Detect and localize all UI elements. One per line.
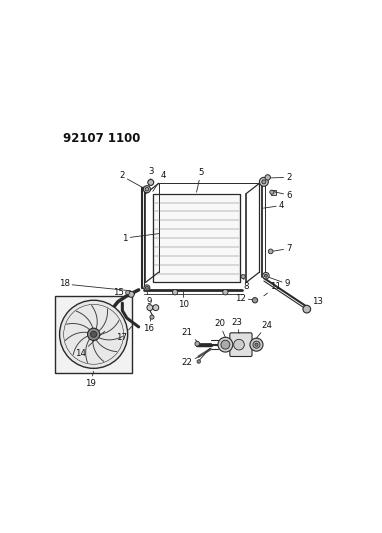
Circle shape: [265, 175, 270, 180]
Text: 20: 20: [214, 319, 225, 337]
Circle shape: [262, 180, 266, 184]
Bar: [153, 193, 240, 282]
Circle shape: [234, 340, 244, 350]
Bar: [271, 190, 276, 195]
Text: 17: 17: [116, 326, 133, 342]
Text: 2: 2: [119, 172, 143, 188]
Text: 15: 15: [113, 288, 131, 297]
Circle shape: [197, 360, 201, 364]
Circle shape: [255, 343, 258, 346]
Circle shape: [150, 315, 154, 319]
Text: 9: 9: [267, 277, 290, 288]
Text: 9: 9: [146, 291, 152, 306]
Text: 22: 22: [181, 357, 199, 367]
Text: 2: 2: [266, 173, 292, 182]
Circle shape: [145, 188, 149, 191]
FancyBboxPatch shape: [230, 333, 252, 357]
Circle shape: [270, 190, 274, 194]
Text: 4: 4: [153, 172, 166, 191]
Bar: [55, 296, 132, 373]
Text: 5: 5: [196, 168, 204, 192]
Circle shape: [303, 305, 311, 313]
Circle shape: [218, 337, 233, 352]
Text: 11: 11: [264, 282, 281, 296]
Circle shape: [259, 177, 268, 186]
Text: 10: 10: [178, 292, 189, 309]
Text: 24: 24: [256, 321, 272, 338]
Text: 23: 23: [231, 318, 243, 334]
Circle shape: [126, 290, 130, 295]
Text: 21: 21: [181, 328, 199, 343]
Text: 7: 7: [272, 244, 292, 253]
Bar: [128, 291, 134, 294]
Circle shape: [253, 297, 257, 303]
Circle shape: [223, 289, 228, 295]
Circle shape: [221, 340, 230, 349]
Text: 3: 3: [149, 167, 154, 180]
Circle shape: [87, 328, 100, 341]
Circle shape: [148, 180, 154, 185]
Text: 1: 1: [122, 233, 159, 243]
Circle shape: [147, 305, 153, 311]
Circle shape: [91, 331, 97, 337]
Text: 8: 8: [243, 277, 249, 292]
Circle shape: [153, 305, 159, 311]
Text: 16: 16: [143, 317, 154, 333]
Circle shape: [195, 342, 200, 346]
Text: 13: 13: [308, 297, 323, 308]
Text: 14: 14: [75, 332, 105, 358]
Text: 6: 6: [274, 191, 292, 200]
Text: 12: 12: [235, 294, 255, 303]
Circle shape: [264, 274, 267, 277]
Circle shape: [144, 285, 150, 291]
Text: 4: 4: [264, 201, 284, 210]
Circle shape: [172, 289, 178, 295]
Circle shape: [143, 185, 151, 193]
Circle shape: [128, 292, 134, 297]
Circle shape: [253, 341, 260, 348]
Circle shape: [60, 300, 128, 368]
Text: 92107 1100: 92107 1100: [63, 132, 140, 146]
Circle shape: [146, 286, 149, 289]
Circle shape: [241, 274, 245, 279]
Text: 18: 18: [58, 279, 131, 291]
Circle shape: [268, 249, 273, 254]
Circle shape: [250, 338, 263, 351]
Text: 19: 19: [85, 372, 96, 387]
Circle shape: [263, 272, 269, 279]
